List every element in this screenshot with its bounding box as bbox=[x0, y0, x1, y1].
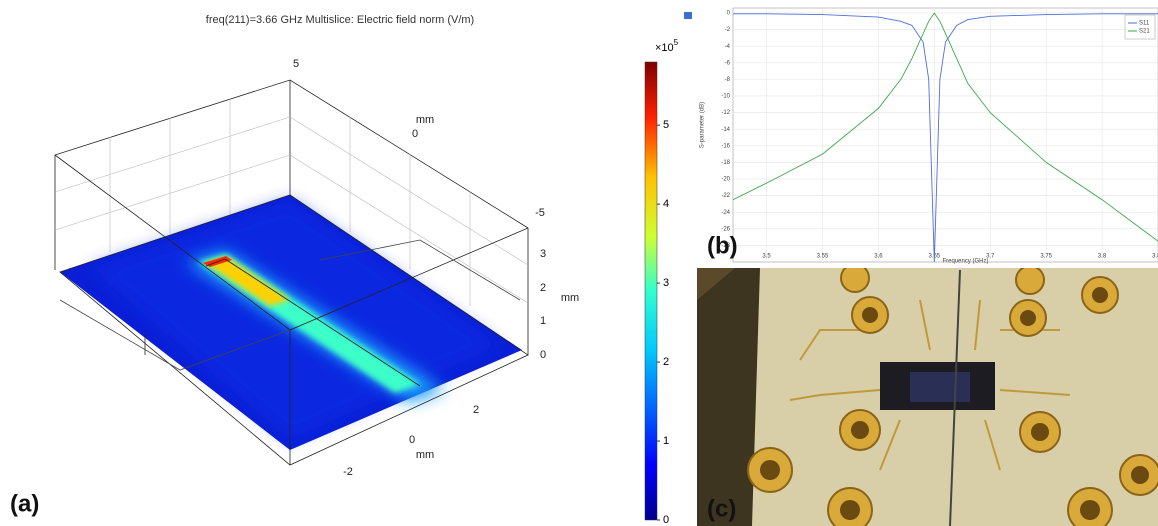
y-tick-label: 0 bbox=[727, 11, 731, 17]
x-tick-label: 3.85 bbox=[1152, 254, 1158, 260]
depth-axis-label: mm bbox=[416, 114, 434, 126]
legend-label: S21 bbox=[1139, 29, 1150, 35]
colorbar-tick-label: 5 bbox=[663, 119, 669, 131]
colorbar-multiplier: ×105 bbox=[655, 38, 679, 54]
y-tick-label: -22 bbox=[721, 193, 730, 199]
colorbar-multiplier-base: ×10 bbox=[655, 42, 674, 54]
y-tick-label: -10 bbox=[721, 94, 730, 100]
width-axis-label: mm bbox=[416, 449, 434, 461]
width-tick-label: 2 bbox=[473, 404, 479, 416]
panel-b: 0-2-4-6-8-10-12-14-16-18-20-22-24-26-283… bbox=[700, 8, 1158, 265]
icon bbox=[684, 12, 692, 19]
x-tick-label: 3.75 bbox=[1040, 254, 1052, 260]
x-tick-label: 3.55 bbox=[817, 254, 829, 260]
width-tick-label: -2 bbox=[343, 466, 353, 478]
panel-a-title: freq(211)=3.66 GHz Multislice: Electric … bbox=[206, 14, 474, 26]
depth-tick-label: 0 bbox=[412, 128, 418, 140]
height-axis-label: mm bbox=[561, 292, 579, 304]
y-tick-label: -8 bbox=[725, 77, 731, 83]
y-tick-label: -16 bbox=[721, 143, 730, 149]
panel-label: (a) bbox=[10, 490, 39, 517]
colorbar bbox=[645, 62, 657, 520]
depth-tick-label: 5 bbox=[293, 58, 299, 70]
y-tick-label: -12 bbox=[721, 110, 730, 116]
x-axis-label: Frequency (GHz) bbox=[942, 259, 988, 265]
y-axis-label: S-parameter (dB) bbox=[700, 102, 706, 148]
panel-a: freq(211)=3.66 GHz Multislice: Electric … bbox=[10, 12, 692, 526]
colorbar-tick-label: 2 bbox=[663, 356, 669, 368]
colorbar-tick-label: 1 bbox=[663, 435, 669, 447]
legend-label: S11 bbox=[1139, 21, 1150, 27]
x-tick-label: 3.8 bbox=[1098, 254, 1107, 260]
y-tick-label: -6 bbox=[725, 60, 731, 66]
x-tick-label: 3.5 bbox=[762, 254, 771, 260]
height-tick-label: 1 bbox=[540, 315, 546, 327]
height-tick-label: 2 bbox=[540, 282, 546, 294]
y-tick-label: -4 bbox=[725, 44, 731, 50]
colorbar-exponent: 5 bbox=[674, 38, 679, 47]
height-tick-label: 3 bbox=[540, 248, 546, 260]
figure: freq(211)=3.66 GHz Multislice: Electric … bbox=[0, 0, 1158, 526]
height-tick-label: 0 bbox=[540, 349, 546, 361]
colorbar-tick-label: 4 bbox=[663, 198, 669, 210]
legend-box bbox=[1125, 15, 1155, 39]
panel-label: (b) bbox=[707, 232, 738, 259]
y-tick-label: -14 bbox=[721, 127, 730, 133]
depth-tick-label: -5 bbox=[535, 207, 545, 219]
panel-label: (c) bbox=[707, 495, 736, 522]
panel-c-photo bbox=[697, 264, 1158, 526]
colorbar-tick-label: 0 bbox=[663, 514, 669, 526]
colorbar-tick-label: 3 bbox=[663, 277, 669, 289]
width-tick-label: 0 bbox=[409, 434, 415, 446]
y-tick-label: -20 bbox=[721, 177, 730, 183]
x-tick-label: 3.6 bbox=[874, 254, 883, 260]
y-tick-label: -24 bbox=[721, 210, 730, 216]
y-tick-label: -2 bbox=[725, 27, 731, 33]
y-tick-label: -18 bbox=[721, 160, 730, 166]
